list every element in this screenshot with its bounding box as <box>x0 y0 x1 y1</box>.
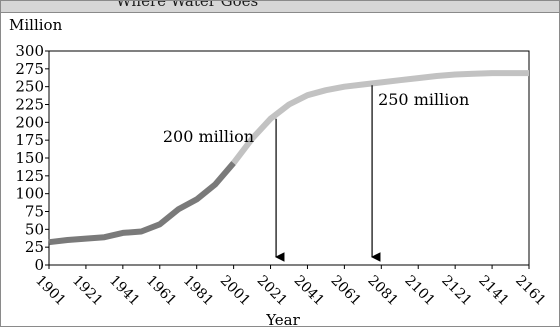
x-tick-label: 1901 <box>32 273 69 310</box>
y-tick-label: 275 <box>15 60 44 78</box>
y-tick-label: 100 <box>15 185 44 203</box>
y-tick-label: 150 <box>15 149 44 167</box>
x-tick-label: 2141 <box>475 273 512 310</box>
series-line-projected <box>231 70 529 165</box>
x-tick-label: 1921 <box>69 273 106 310</box>
x-tick-label: 1961 <box>143 273 180 310</box>
y-axis-unit-label: Million <box>9 16 63 34</box>
y-tick-label: 0 <box>34 256 44 274</box>
series-lines <box>48 70 529 246</box>
x-tick-label: 2161 <box>512 273 549 310</box>
chart-title: Where Water Goes <box>116 1 259 10</box>
y-tick-label: 75 <box>25 203 44 221</box>
x-tick-label: 1941 <box>106 273 143 310</box>
annotation-label: 200 million <box>163 127 254 146</box>
y-tick-label: 300 <box>15 42 44 60</box>
series-line-historical <box>48 161 236 246</box>
x-tick-label: 2121 <box>438 273 475 310</box>
x-axis-ticks: 1901 1921 1941 1961 1981 2001 2021 2041 2061 2081… <box>32 265 549 309</box>
x-tick-label: 2101 <box>401 273 438 310</box>
chart-header: Where Water Goes <box>1 1 559 13</box>
y-tick-label: 50 <box>25 220 44 238</box>
x-tick-label: 2081 <box>364 273 401 310</box>
y-tick-label: 250 <box>15 78 44 96</box>
chart-annotations: 200 million 250 million <box>163 85 469 262</box>
x-tick-label: 2021 <box>254 273 291 310</box>
x-axis-title: Year <box>265 311 300 326</box>
y-tick-label: 225 <box>15 96 44 114</box>
x-tick-label: 2061 <box>328 273 365 310</box>
y-tick-label: 125 <box>15 167 44 185</box>
annotation-label: 250 million <box>378 90 469 109</box>
x-tick-label: 2041 <box>291 273 328 310</box>
x-tick-label: 2001 <box>217 273 254 310</box>
y-tick-label: 200 <box>15 113 44 131</box>
y-tick-label: 25 <box>25 238 44 256</box>
x-tick-label: 1981 <box>180 273 217 310</box>
y-tick-label: 175 <box>15 131 44 149</box>
